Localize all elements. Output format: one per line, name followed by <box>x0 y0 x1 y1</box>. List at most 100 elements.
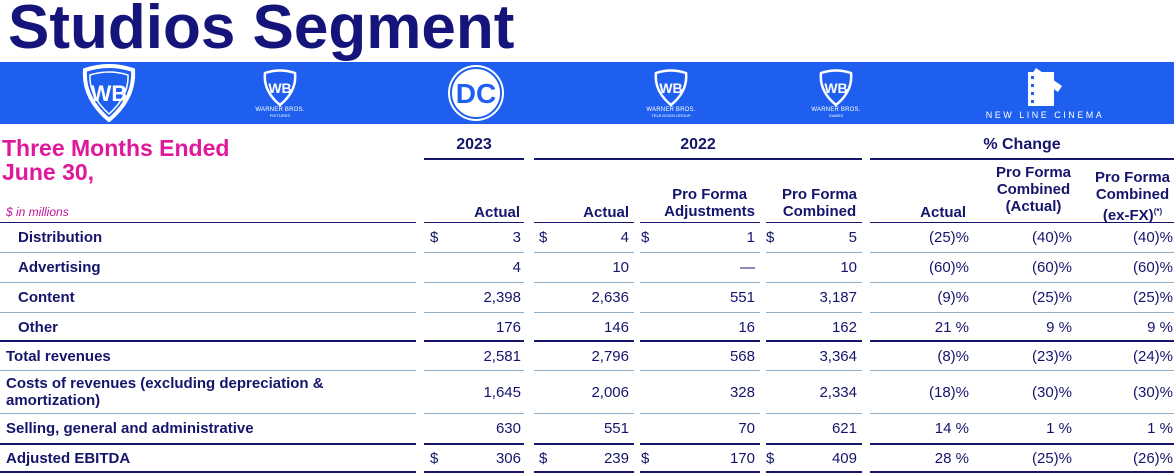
col-header-actual-2022: Actual <box>583 204 629 221</box>
svg-text:WB: WB <box>824 80 847 96</box>
row-divider <box>640 252 760 253</box>
wb-pictures-logo: WB WARNER BROS. PICTURES <box>250 62 310 124</box>
row-divider <box>424 340 524 342</box>
row-divider <box>534 413 634 414</box>
cell-chg-pfc: (23)% <box>1031 348 1072 365</box>
row-divider <box>534 471 634 473</box>
group-change-rule <box>870 158 1174 160</box>
cell-chg-fx: 9 % <box>1147 319 1173 336</box>
header-rule <box>534 222 634 223</box>
table-row: Distribution $ $ $ $3 4 1 5 (25)% (40)% (40)% <box>0 228 1174 250</box>
table-row: Selling, general and administrative 630 55… <box>0 419 1174 441</box>
cell-v2022: 10 <box>612 259 629 276</box>
cell-chg-pfc: (60)% <box>1031 259 1072 276</box>
wb-shield-icon: WB <box>819 68 853 107</box>
dollar-sign: $ <box>539 229 548 246</box>
group-2023: 2023 <box>456 136 492 153</box>
row-divider <box>766 340 862 342</box>
col-header-pro-forma-adjustments: Pro Forma Adjustments <box>664 186 755 220</box>
svg-text:WB: WB <box>659 80 682 96</box>
dollar-sign: $ <box>539 450 548 467</box>
row-divider <box>424 443 524 445</box>
row-label: Advertising <box>18 259 101 276</box>
col-header-change-ex-fx: Pro Forma Combined (ex-FX)(*) <box>1094 169 1170 224</box>
row-divider <box>640 471 760 473</box>
row-label: Other <box>18 319 59 336</box>
row-divider <box>640 413 760 414</box>
dollar-sign: $ <box>430 450 439 467</box>
wb-games-logo: WB WARNER BROS. GAMES <box>806 62 866 124</box>
cell-chg: (18)% <box>928 384 969 401</box>
cell-chg-fx: (24)% <box>1132 348 1173 365</box>
cell-pfa: 170 <box>729 450 755 467</box>
row-divider <box>424 413 524 414</box>
row-divider <box>640 370 760 371</box>
cell-pfc: 3,187 <box>819 289 857 306</box>
svg-text:DC: DC <box>456 78 496 109</box>
table-row: Adjusted EBITDA $ $ $ $306 239 170 409 28 % (25)%… <box>0 449 1174 471</box>
row-divider <box>870 443 1174 445</box>
cell-chg: 21 % <box>934 319 969 336</box>
new-line-cinema-icon <box>1028 68 1062 106</box>
row-divider <box>870 413 1174 414</box>
logo-subcaption: GAMES <box>828 112 844 118</box>
cell-pfa: — <box>740 259 755 276</box>
logo-caption: WARNER BROS. <box>255 106 305 113</box>
row-divider <box>534 282 634 283</box>
cell-chg-fx: (25)% <box>1132 289 1173 306</box>
group-2022: 2022 <box>680 136 716 153</box>
row-divider <box>766 443 862 445</box>
cell-chg-pfc: (30)% <box>1031 384 1072 401</box>
row-divider <box>534 443 634 445</box>
cell-pfc: 3,364 <box>819 348 857 365</box>
svg-text:WB: WB <box>268 80 291 96</box>
row-label: Content <box>18 289 75 306</box>
header-rule <box>0 222 416 223</box>
header-rule <box>640 222 760 223</box>
dollar-sign: $ <box>766 229 775 246</box>
table-row: Advertising 4 10 — 10 (60)% (60)% (60)% <box>0 258 1174 280</box>
cell-v2022: 2,796 <box>591 348 629 365</box>
row-divider <box>0 252 416 253</box>
wb-shield-icon: WB <box>654 68 688 107</box>
row-divider <box>534 252 634 253</box>
cell-chg: 14 % <box>934 420 969 437</box>
row-divider <box>870 340 1174 342</box>
header-rule <box>424 222 524 223</box>
row-divider <box>870 471 1174 473</box>
cell-chg-pfc: 1 % <box>1046 420 1072 437</box>
cell-pfc: 5 <box>848 229 857 246</box>
header-rule <box>766 222 862 223</box>
cell-v2023: 176 <box>495 319 521 336</box>
row-divider <box>870 370 1174 371</box>
row-divider <box>0 282 416 283</box>
wb-shield-icon: WB <box>263 68 297 107</box>
row-divider <box>766 312 862 313</box>
cell-v2023: 4 <box>512 259 521 276</box>
cell-chg: (60)% <box>928 259 969 276</box>
cell-chg-fx: (40)% <box>1132 229 1173 246</box>
dollar-sign: $ <box>766 450 775 467</box>
row-divider <box>0 312 416 313</box>
row-divider <box>766 471 862 473</box>
cell-v2023: 630 <box>495 420 521 437</box>
cell-chg-pfc: (25)% <box>1031 289 1072 306</box>
cell-v2023: 306 <box>495 450 521 467</box>
cell-pfa: 70 <box>738 420 755 437</box>
dollar-sign: $ <box>641 229 650 246</box>
group-change: % Change <box>983 136 1061 153</box>
brand-logo-band: WB WB WARNER BROS. PICTURES DC WB WARNER… <box>0 62 1174 124</box>
page-title: Studios Segment <box>8 0 515 62</box>
wb-shield-icon: WB <box>76 62 142 124</box>
cell-v2022: 2,636 <box>591 289 629 306</box>
table-row: Total revenues 2,581 2,796 568 3,364 (8)% (23)… <box>0 347 1174 369</box>
logo-subcaption: TELEVISION GROUP <box>651 112 691 118</box>
row-divider <box>766 413 862 414</box>
cell-v2023: 2,581 <box>483 348 521 365</box>
new-line-cinema-logo: NEW LINE CINEMA <box>980 62 1110 124</box>
col-header-change-pro-forma-combined: Pro Forma Combined (Actual) <box>995 164 1071 215</box>
cell-chg: (9)% <box>937 289 969 306</box>
units-note: $ in millions <box>6 205 69 219</box>
wb-television-logo: WB WARNER BROS. TELEVISION GROUP <box>636 62 706 124</box>
row-divider <box>640 443 760 445</box>
